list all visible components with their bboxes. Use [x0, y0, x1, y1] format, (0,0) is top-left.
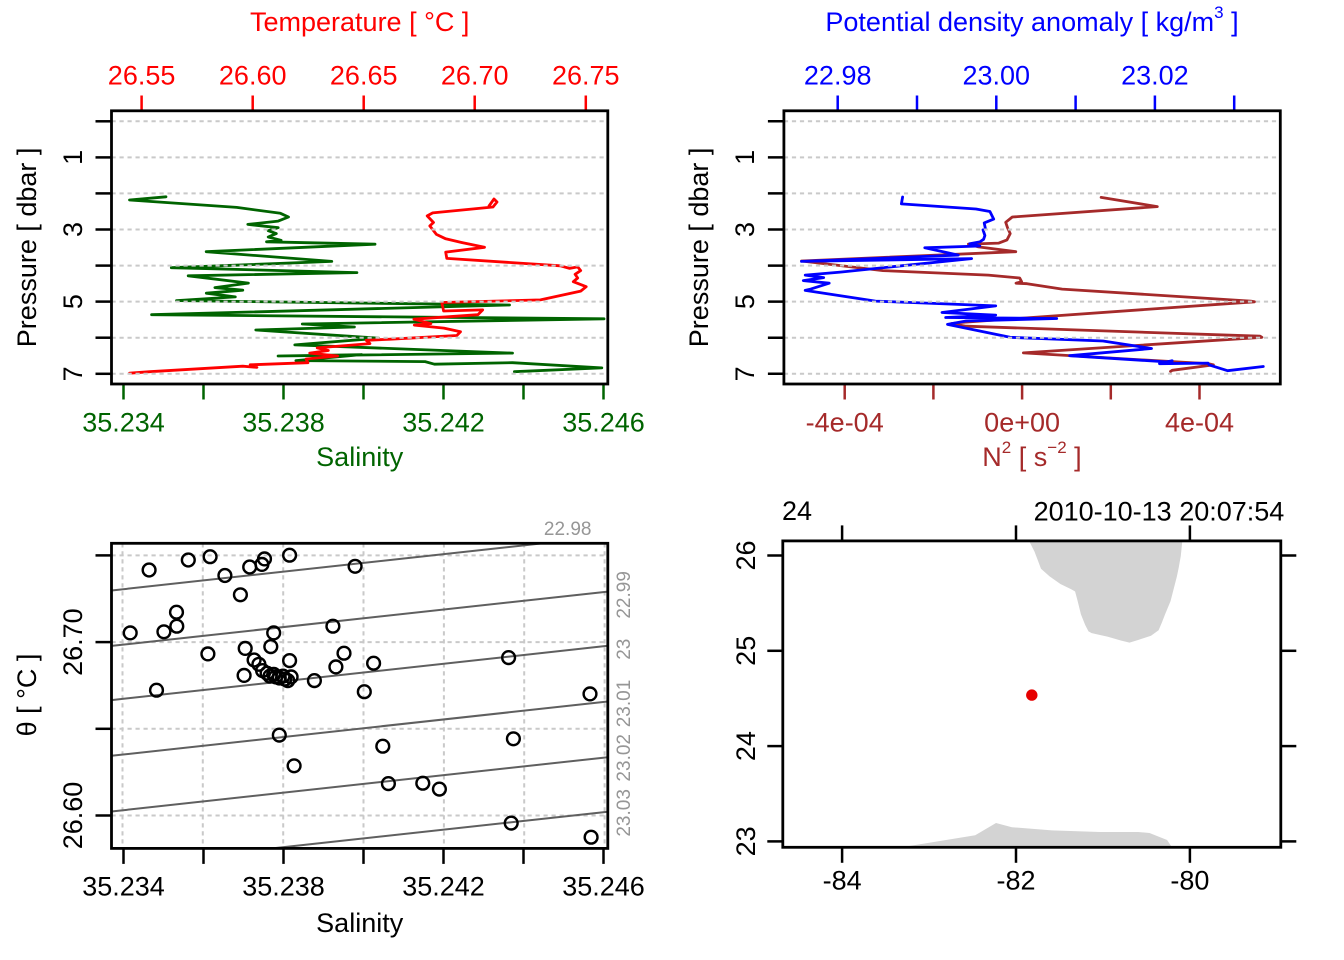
svg-text:35.242: 35.242 — [402, 408, 485, 438]
svg-text:-82: -82 — [996, 866, 1035, 896]
svg-text:-4e-04: -4e-04 — [806, 408, 884, 438]
svg-text:26.60: 26.60 — [219, 61, 287, 91]
svg-text:23.01: 23.01 — [614, 680, 635, 728]
svg-text:Salinity: Salinity — [316, 908, 404, 938]
svg-text:7: 7 — [730, 366, 760, 381]
svg-text:35.246: 35.246 — [562, 872, 645, 902]
svg-text:Pressure [ dbar ]: Pressure [ dbar ] — [12, 148, 42, 348]
svg-text:26.55: 26.55 — [108, 61, 176, 91]
svg-text:2010-10-13 20:07:54: 2010-10-13 20:07:54 — [1034, 497, 1285, 527]
svg-text:35.234: 35.234 — [82, 872, 165, 902]
svg-text:5: 5 — [58, 294, 88, 309]
svg-text:23.02: 23.02 — [614, 734, 635, 782]
svg-text:-80: -80 — [1170, 866, 1209, 896]
svg-text:22.98: 22.98 — [804, 61, 872, 91]
svg-text:θ [ °C ]: θ [ °C ] — [12, 654, 42, 737]
svg-text:35.238: 35.238 — [242, 872, 325, 902]
svg-text:Temperature [ °C ]: Temperature [ °C ] — [250, 7, 469, 37]
svg-text:5: 5 — [730, 294, 760, 309]
svg-text:7: 7 — [58, 366, 88, 381]
svg-text:22.98: 22.98 — [544, 519, 592, 540]
svg-text:N2 [ s−2 ]: N2 [ s−2 ] — [982, 438, 1081, 472]
svg-text:Salinity: Salinity — [316, 442, 404, 472]
svg-text:Potential density anomaly [ kg: Potential density anomaly [ kg/m3 ] — [825, 3, 1238, 37]
svg-text:23: 23 — [731, 826, 761, 856]
svg-text:24: 24 — [782, 496, 812, 526]
svg-text:23.03: 23.03 — [614, 789, 635, 837]
svg-text:26.75: 26.75 — [552, 61, 620, 91]
svg-text:26.70: 26.70 — [58, 608, 88, 676]
svg-text:23.00: 23.00 — [963, 61, 1031, 91]
svg-text:1: 1 — [58, 150, 88, 165]
svg-text:35.238: 35.238 — [242, 408, 325, 438]
svg-text:4e-04: 4e-04 — [1165, 408, 1234, 438]
svg-text:25: 25 — [731, 636, 761, 666]
svg-text:35.246: 35.246 — [562, 408, 645, 438]
svg-text:22.99: 22.99 — [614, 571, 635, 619]
svg-text:-84: -84 — [823, 866, 862, 896]
svg-text:3: 3 — [730, 222, 760, 237]
svg-text:35.234: 35.234 — [82, 408, 165, 438]
svg-text:1: 1 — [730, 150, 760, 165]
svg-text:23.02: 23.02 — [1121, 61, 1189, 91]
svg-text:26.70: 26.70 — [441, 61, 509, 91]
svg-text:24: 24 — [731, 731, 761, 761]
svg-text:35.242: 35.242 — [402, 872, 485, 902]
svg-text:23: 23 — [614, 639, 635, 660]
svg-text:Pressure [ dbar ]: Pressure [ dbar ] — [684, 148, 714, 348]
svg-text:26: 26 — [731, 540, 761, 570]
svg-text:3: 3 — [58, 222, 88, 237]
svg-text:26.65: 26.65 — [330, 61, 398, 91]
svg-text:26.60: 26.60 — [58, 782, 88, 850]
svg-text:0e+00: 0e+00 — [984, 408, 1060, 438]
